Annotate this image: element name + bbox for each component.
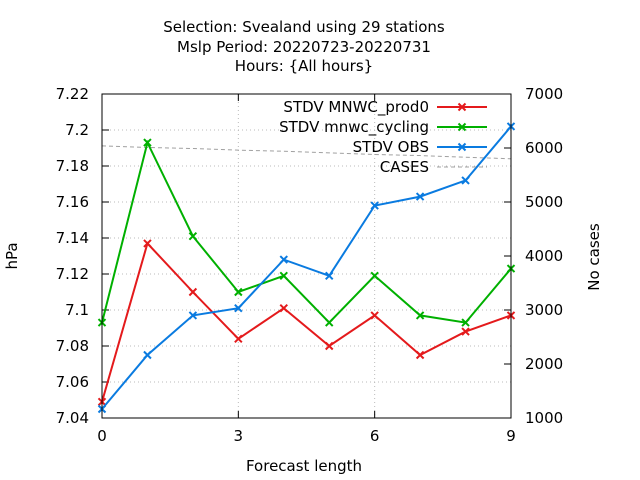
y-tick-label: 7.1 (65, 301, 89, 319)
legend-item: STDV OBS (353, 138, 487, 156)
data-point (143, 350, 152, 360)
y-tick-label: 7.08 (56, 337, 89, 355)
x-tick-label: 0 (97, 427, 107, 445)
data-point (370, 311, 379, 320)
data-point (143, 138, 152, 147)
data-point (325, 318, 334, 327)
y-axis-label: hPa (3, 242, 21, 269)
legend-item: STDV mnwc_cycling (279, 118, 487, 137)
x-tick-label: 9 (506, 427, 516, 445)
data-point (279, 271, 288, 281)
y-tick-label: 7.06 (56, 373, 89, 391)
data-point (370, 201, 379, 210)
y2-tick-label: 4000 (525, 247, 563, 265)
y-tick-label: 7.22 (56, 85, 89, 103)
data-point (461, 176, 470, 185)
data-point (279, 303, 288, 313)
y2-tick-label: 2000 (525, 355, 563, 373)
x-tick-label: 6 (370, 427, 380, 445)
legend-marker (457, 142, 467, 152)
grid (102, 94, 511, 418)
chart-title: Selection: Svealand using 29 stations Ms… (163, 18, 445, 75)
series-line (101, 145, 512, 160)
data-point (415, 311, 425, 320)
x-axis-label: Forecast length (246, 457, 362, 475)
title-line-2: Mslp Period: 20220723-20220731 (177, 38, 431, 56)
y-tick-label: 7.12 (56, 265, 89, 283)
legend-label: CASES (380, 158, 429, 176)
data-point (188, 311, 198, 320)
series-stdv-mnwc-cycling (97, 138, 516, 327)
y-tick-label: 7.14 (56, 229, 89, 247)
y2-axis-label: No cases (585, 223, 603, 291)
series-line (101, 139, 512, 325)
series (97, 122, 516, 414)
legend-label: STDV mnwc_cycling (279, 118, 429, 137)
y2-tick-label: 3000 (525, 301, 563, 319)
title-line-3: Hours: {All hours} (235, 57, 373, 75)
series-stdv-mnwc-prod0 (97, 239, 516, 407)
data-point (234, 334, 243, 344)
data-point (325, 271, 334, 281)
y-tick-label: 7.04 (56, 409, 89, 427)
series-cases (101, 145, 512, 160)
y-tick-label: 7.18 (56, 157, 89, 175)
data-point (415, 192, 425, 201)
plot-frame (101, 93, 512, 419)
data-point (188, 287, 198, 297)
legend-marker (457, 102, 467, 112)
legend-item: STDV MNWC_prod0 (283, 98, 487, 117)
data-point (370, 271, 379, 281)
legend-item: CASES (380, 158, 487, 176)
y2-tick-label: 7000 (525, 85, 563, 103)
y-tick-label: 7.2 (65, 121, 89, 139)
data-point (415, 350, 425, 360)
data-point (234, 287, 243, 297)
y2-tick-label: 5000 (525, 193, 563, 211)
series-line (101, 241, 512, 403)
data-point (188, 231, 198, 241)
series-line (101, 125, 512, 410)
data-point (325, 341, 334, 351)
data-point (461, 318, 470, 327)
y2-tick-label: 6000 (525, 139, 563, 157)
data-point (461, 327, 470, 336)
ticks: 7.04 7.06 7.08 7.1 7.12 7.14 7.16 7.18 7.2 7.22 10… (56, 85, 564, 445)
x-tick-label: 3 (234, 427, 244, 445)
y2-tick-label: 1000 (525, 409, 563, 427)
legend-marker (457, 122, 467, 132)
data-point (143, 239, 152, 248)
legend-label: STDV MNWC_prod0 (283, 98, 429, 117)
y-tick-label: 7.16 (56, 193, 89, 211)
legend-label: STDV OBS (353, 138, 429, 156)
title-line-1: Selection: Svealand using 29 stations (163, 18, 445, 36)
data-point (234, 303, 243, 313)
data-point (279, 255, 288, 264)
